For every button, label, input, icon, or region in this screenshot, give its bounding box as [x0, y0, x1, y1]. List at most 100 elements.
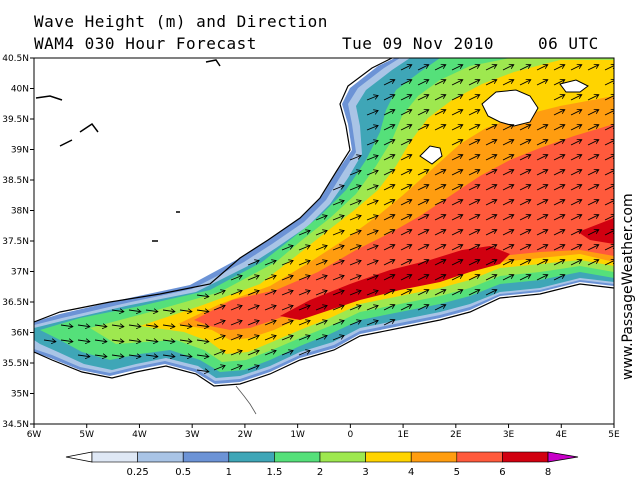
direction-arrow: [298, 276, 310, 281]
direction-arrow: [315, 231, 327, 236]
direction-arrow: [468, 170, 480, 176]
lon-tick-label: 5W: [79, 430, 94, 440]
colorbar-label: 4: [408, 467, 414, 478]
direction-arrow: [366, 126, 378, 131]
direction-arrow: [434, 260, 446, 266]
colorbar-segment: [319, 451, 366, 463]
direction-arrow: [366, 216, 378, 221]
direction-arrow: [247, 336, 259, 341]
direction-arrow: [247, 321, 259, 326]
direction-arrow: [332, 261, 344, 266]
colorbar-segment: [137, 451, 184, 463]
direction-arrow: [417, 170, 429, 176]
direction-arrow: [400, 185, 412, 191]
direction-arrow: [570, 215, 582, 221]
direction-arrow: [145, 355, 158, 357]
direction-arrow: [111, 340, 124, 342]
direction-arrow: [519, 65, 531, 71]
direction-arrow: [417, 290, 429, 296]
direction-arrow: [383, 200, 395, 206]
direction-arrow: [315, 336, 327, 341]
direction-arrow: [349, 306, 361, 311]
direction-arrow: [553, 185, 565, 191]
direction-arrow: [536, 170, 548, 176]
direction-arrow: [553, 260, 565, 266]
direction-arrow: [570, 140, 582, 146]
direction-arrow: [111, 310, 124, 312]
direction-arrow: [298, 291, 310, 296]
direction-arrow: [315, 306, 327, 311]
direction-arrow: [111, 325, 124, 327]
direction-arrow: [519, 80, 531, 86]
direction-arrow: [128, 325, 141, 327]
colorbar-label: 6: [499, 467, 505, 478]
direction-arrow: [400, 200, 412, 206]
forecast-time: 06 UTC: [538, 34, 599, 53]
direction-arrow: [434, 80, 446, 86]
direction-arrow: [485, 140, 497, 146]
direction-arrow: [247, 351, 259, 356]
direction-arrow: [400, 305, 412, 311]
direction-arrow: [162, 310, 175, 312]
direction-arrow: [213, 351, 225, 356]
direction-arrow: [383, 155, 395, 161]
direction-arrow: [434, 65, 446, 71]
chart-title: Wave Height (m) and Direction: [34, 12, 328, 31]
direction-arrow: [332, 231, 344, 236]
direction-arrow: [366, 201, 378, 206]
direction-arrow: [451, 110, 463, 116]
lat-tick-label: 39N: [11, 146, 29, 156]
direction-arrow: [519, 170, 531, 176]
direction-arrow: [179, 340, 192, 342]
direction-arrow: [332, 216, 344, 221]
direction-arrow: [400, 125, 412, 131]
direction-arrow: [281, 246, 293, 251]
direction-arrow: [349, 321, 361, 326]
direction-arrow: [298, 246, 310, 251]
sea-band-red: [194, 124, 614, 330]
direction-arrow: [349, 246, 361, 251]
direction-arrow: [519, 140, 531, 146]
direction-arrow: [315, 261, 327, 266]
direction-arrow: [196, 295, 209, 297]
direction-arrow: [485, 200, 497, 206]
direction-arrow: [400, 155, 412, 161]
direction-arrow: [570, 230, 582, 236]
direction-arrow: [111, 355, 124, 357]
direction-arrow: [434, 170, 446, 176]
direction-arrow: [60, 340, 73, 342]
direction-arrow: [502, 230, 514, 236]
island-menorca: [559, 79, 589, 93]
direction-arrow: [536, 155, 548, 161]
forecast-date: Tue 09 Nov 2010: [342, 34, 494, 53]
direction-arrow: [162, 340, 175, 342]
direction-arrow: [281, 291, 293, 296]
direction-arrow: [451, 290, 463, 296]
direction-arrow: [536, 275, 548, 281]
direction-arrow: [485, 185, 497, 191]
direction-arrow: [366, 171, 378, 176]
lon-tick-label: 5E: [608, 430, 620, 440]
colorbar-label: 3: [362, 467, 368, 478]
direction-arrow: [179, 355, 192, 357]
lat-tick-label: 39.5N: [2, 115, 29, 125]
direction-arrow: [434, 290, 446, 296]
latitude-axis: 40.5N 40N 39.5N 39N 38.5N 38N 37.5N 37N 36.5N 36N…: [2, 54, 34, 430]
direction-arrow: [468, 155, 480, 161]
direction-arrow: [536, 260, 548, 266]
direction-arrow: [400, 110, 412, 116]
direction-arrow: [264, 306, 276, 311]
direction-arrow: [434, 245, 446, 251]
direction-arrow: [587, 155, 599, 161]
direction-arrow: [230, 306, 242, 311]
direction-arrow: [60, 325, 73, 327]
lon-tick-label: 1E: [397, 430, 409, 440]
direction-arrow: [451, 185, 463, 191]
direction-arrow: [230, 336, 242, 341]
direction-arrow: [587, 170, 599, 176]
lat-tick-label: 38N: [11, 207, 29, 217]
direction-arrow: [417, 245, 429, 251]
direction-arrow: [383, 95, 395, 101]
forecast-label: WAM4 030 Hour Forecast: [34, 34, 257, 53]
direction-arrow: [349, 291, 361, 296]
